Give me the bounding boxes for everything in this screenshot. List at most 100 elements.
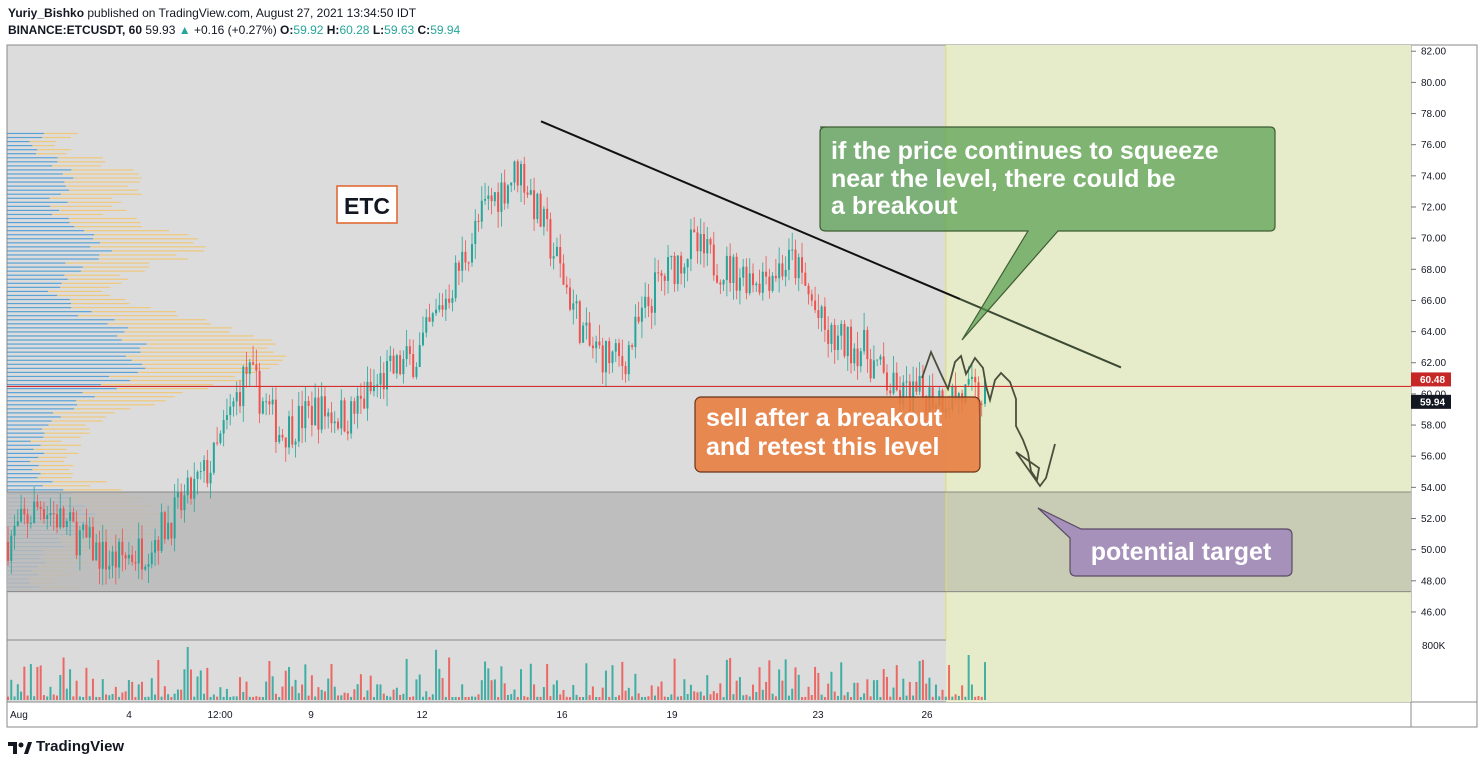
candle-body [147, 564, 150, 567]
symbol: BINANCE:ETCUSDT, 60 [8, 23, 143, 37]
profile-buy-bar [7, 452, 45, 455]
price-tick-label: 78.00 [1421, 109, 1446, 120]
candle-body [278, 434, 281, 442]
candle-body [516, 161, 519, 186]
volume-bar [52, 694, 55, 700]
profile-buy-bar [7, 132, 44, 135]
volume-bar [814, 666, 817, 700]
profile-buy-bar [7, 145, 33, 147]
profile-buy-bar [7, 460, 31, 463]
candle-body [569, 287, 572, 310]
volume-bar [624, 690, 627, 700]
volume-bar [186, 646, 189, 700]
trendline-black[interactable] [540, 120, 961, 301]
candle-body [846, 326, 849, 357]
volume-bar [555, 680, 558, 700]
candle-body [248, 362, 251, 374]
volume-bar [121, 692, 124, 700]
open-label: O: [280, 23, 294, 37]
sell-callout[interactable]: sell after a breakout and retest this le… [694, 396, 981, 473]
candle-body [418, 345, 421, 367]
candle-body [297, 405, 300, 442]
volume-bar [382, 693, 385, 700]
volume-bar [78, 696, 81, 700]
candle-body [774, 275, 777, 279]
time-axis[interactable] [6, 701, 1412, 728]
volume-bar [493, 679, 496, 700]
volume-bar [206, 667, 209, 700]
candle-body [836, 335, 839, 350]
time-tick-label: 19 [666, 710, 678, 721]
volume-bar [735, 680, 738, 700]
volume-bar [444, 696, 447, 700]
etc-label-box[interactable]: ETC [336, 185, 398, 224]
profile-sell-bar [51, 420, 103, 422]
profile-buy-bar [7, 359, 132, 361]
profile-buy-bar [7, 400, 77, 402]
candle-body [69, 512, 72, 521]
svg-text:if the price continues to sque: if the price continues to squeeze near t… [831, 137, 1226, 220]
profile-buy-bar [7, 302, 72, 305]
volume-bar [170, 696, 173, 700]
candle-body [588, 322, 591, 346]
candle-body [523, 163, 526, 193]
candle-body [833, 324, 836, 350]
volume-bar [301, 684, 304, 700]
candle-body [582, 325, 585, 343]
profile-buy-bar [7, 343, 147, 345]
publish-info: published on TradingView.com, August 27,… [87, 6, 417, 20]
volume-bar [634, 673, 637, 700]
profile-buy-bar [7, 477, 38, 479]
candle-body [650, 306, 653, 313]
candle-body [23, 508, 26, 515]
price-tick-label: 62.00 [1421, 358, 1446, 369]
price-tick-label: 48.00 [1421, 576, 1446, 587]
volume-bar [376, 684, 379, 700]
volume-bar [614, 696, 617, 700]
candle-body [683, 267, 686, 274]
profile-buy-bar [7, 205, 51, 207]
volume-bar [833, 691, 836, 700]
candle-body [850, 326, 853, 364]
candle-body [193, 478, 196, 499]
candle-body [412, 354, 415, 377]
volume-bar [425, 691, 428, 700]
profile-buy-bar [7, 485, 43, 487]
volume-bar [137, 684, 140, 700]
profile-sell-bar [84, 230, 169, 232]
candle-body [539, 193, 542, 227]
candle-body [676, 255, 679, 285]
target-callout[interactable]: potential target [1037, 507, 1293, 577]
candle-body [856, 348, 859, 367]
volume-bar [702, 695, 705, 700]
volume-bar [118, 696, 121, 700]
candle-body [372, 385, 375, 392]
price-tick-label: 80.00 [1421, 78, 1446, 89]
candle-body [885, 372, 888, 391]
candle-body [670, 255, 673, 258]
high-value: 60.28 [339, 23, 370, 37]
candle-body [268, 401, 271, 405]
svg-text:sell after a breakout an: sell after a breakout and retest this le… [706, 404, 949, 461]
breakout-callout[interactable]: if the price continues to squeeze near t… [819, 126, 1276, 341]
candle-body [150, 552, 153, 565]
candle-body [108, 565, 111, 570]
candle-body [232, 401, 235, 407]
author-name[interactable]: Yuriy_Bishko [8, 6, 85, 20]
forecast-volume-region [946, 640, 1411, 702]
close-value: 59.94 [430, 23, 461, 37]
candle-body [578, 301, 581, 343]
profile-sell-bar [131, 359, 283, 361]
candle-body [801, 257, 804, 273]
volume-bar [680, 696, 683, 700]
candle-body [755, 283, 758, 286]
profile-sell-bar [57, 161, 106, 163]
volume-bar [578, 696, 581, 700]
tradingview-logo[interactable]: TradingView [8, 738, 124, 755]
candle-body [389, 355, 392, 362]
profile-sell-bar [50, 205, 113, 207]
volume-bar [631, 696, 634, 700]
volume-bar [405, 658, 408, 700]
volume-bar [663, 696, 666, 700]
